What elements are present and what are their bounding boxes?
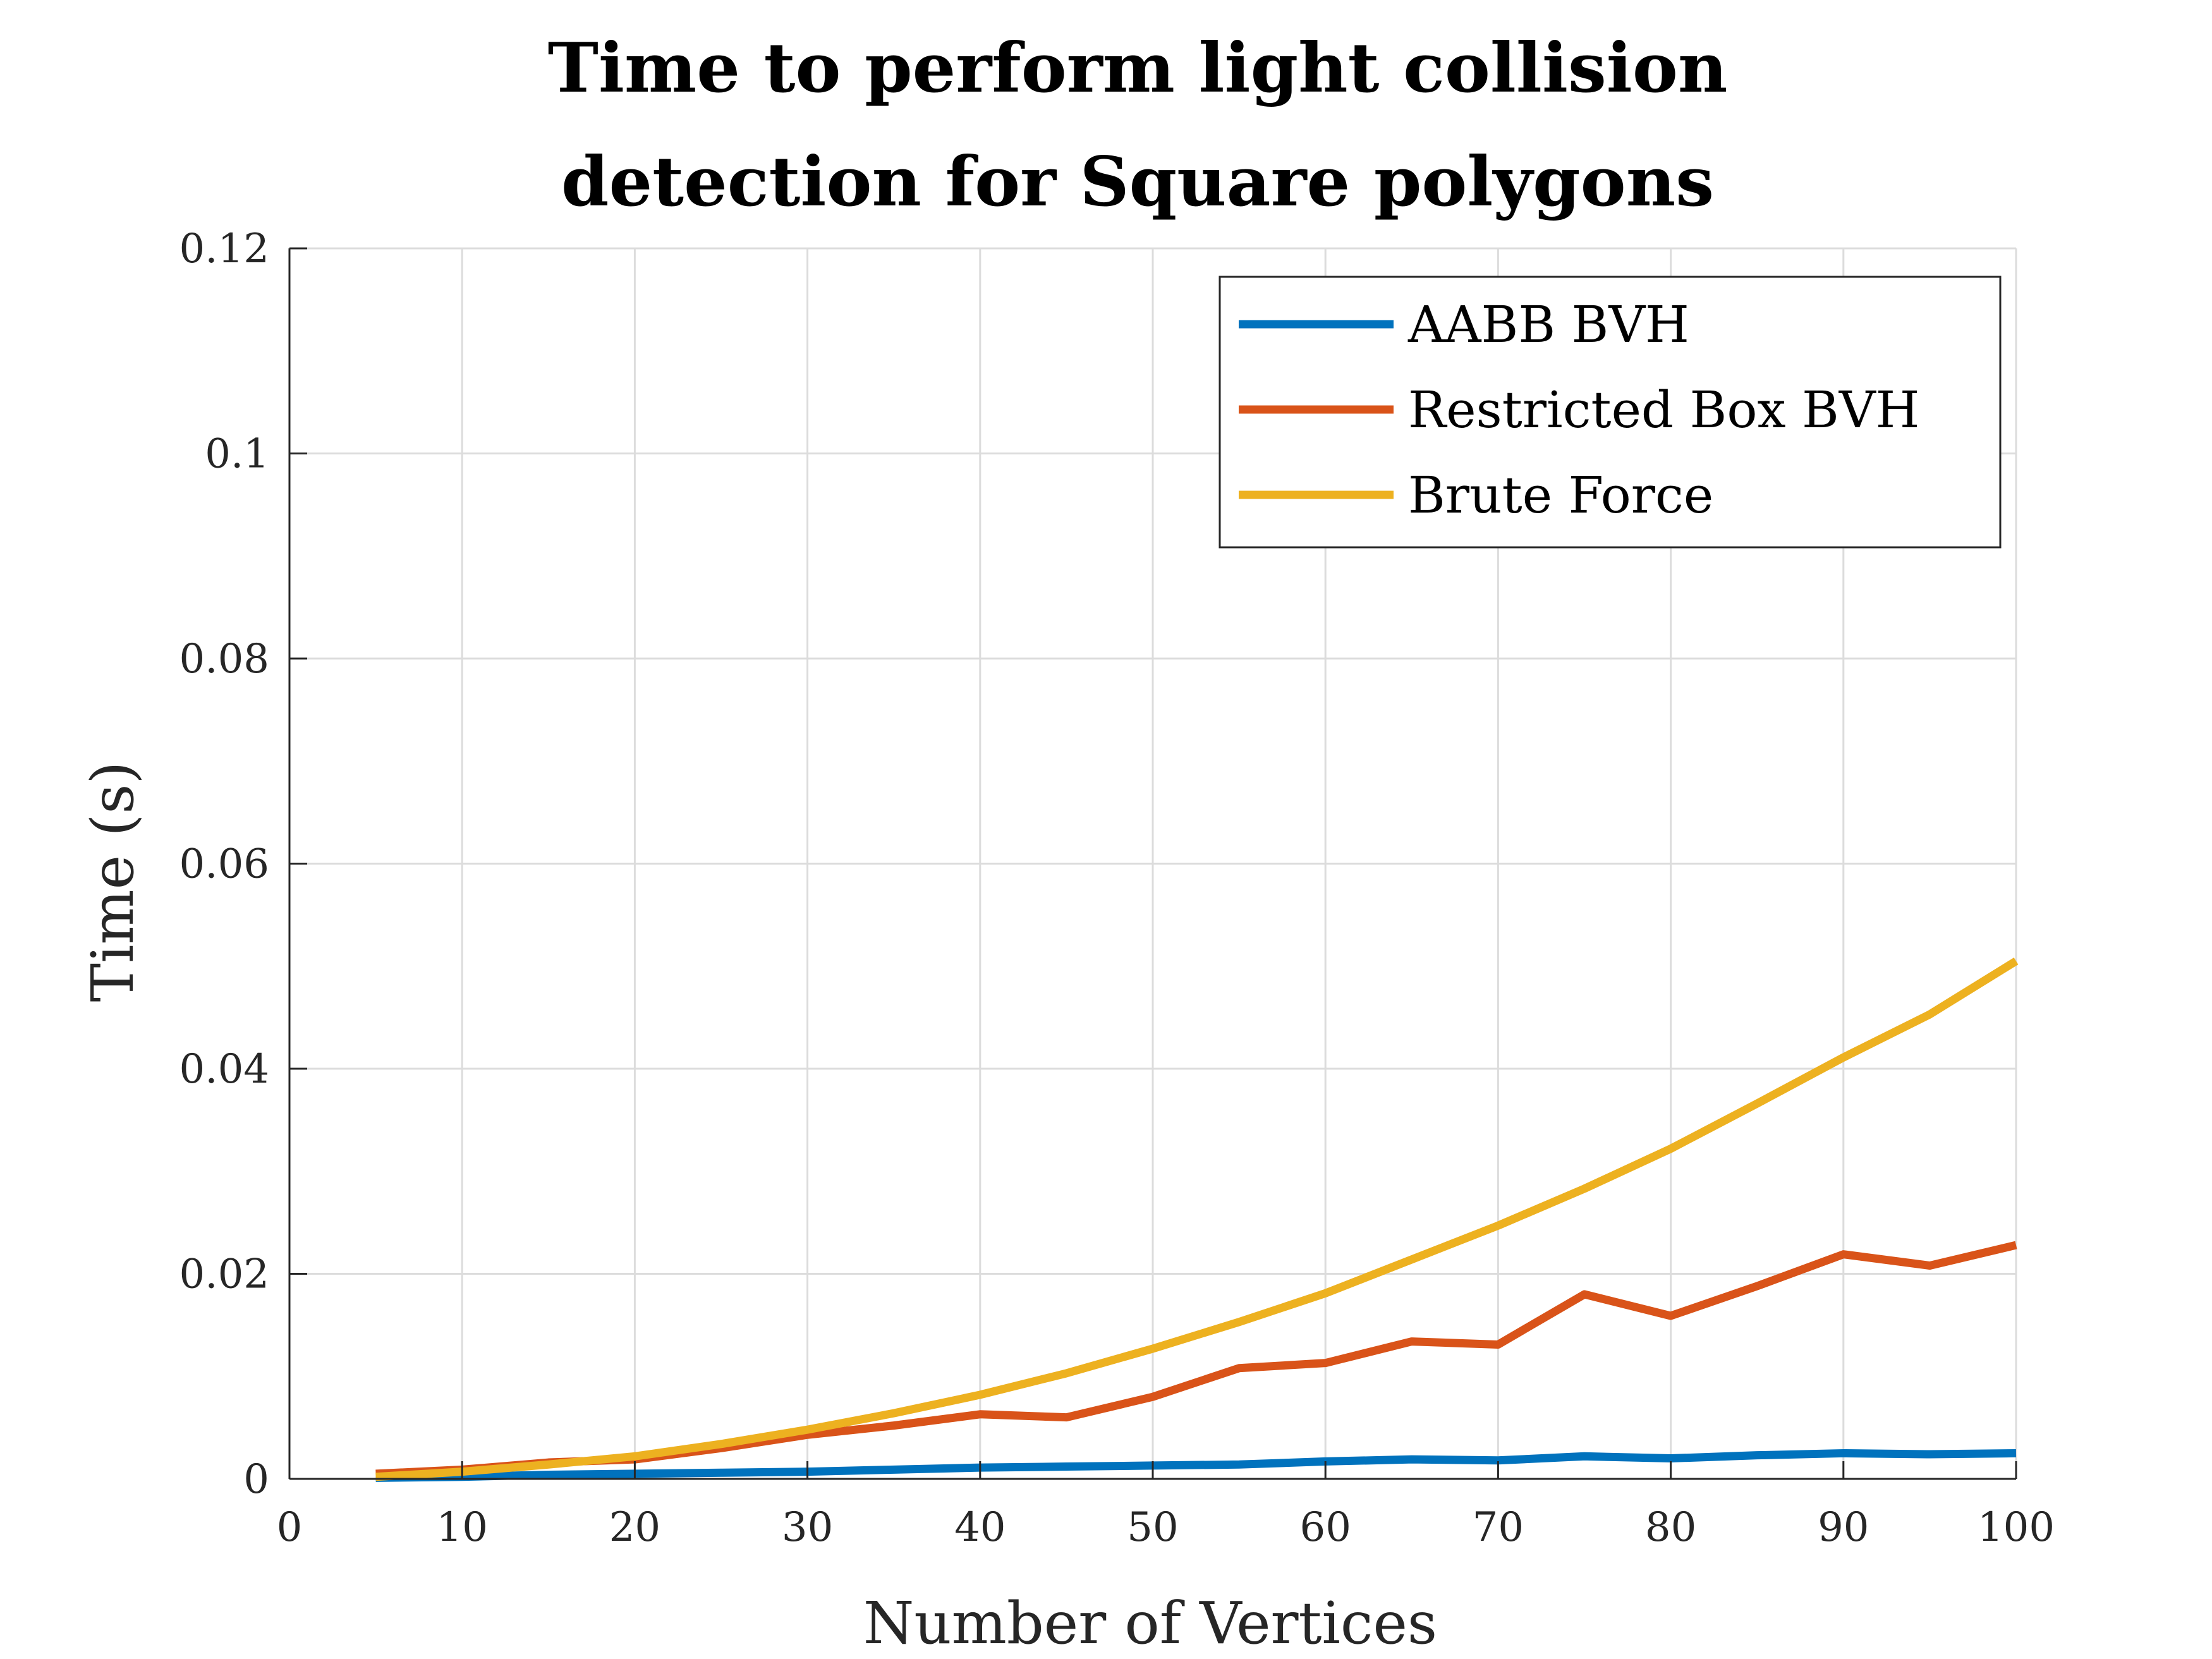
x-tick-label: 80 [1645,1504,1696,1551]
x-axis-label: Number of Vertices [863,1589,1437,1657]
y-tick-label: 0.04 [179,1046,270,1093]
series-line-aabb-bvh [375,1449,2017,1482]
series-line-restricted-box-bvh [375,1241,2017,1478]
x-tick-label: 100 [1978,1504,2055,1551]
axes [288,247,2017,1480]
y-tick-label: 0.02 [179,1251,270,1298]
plot-series [375,957,2019,1482]
legend-label: Restricted Box BVH [1408,380,1919,439]
x-tick-label: 50 [1127,1504,1178,1551]
x-tick-label: 10 [436,1504,487,1551]
y-tick-label: 0.1 [205,431,269,478]
y-tick-label: 0.12 [179,226,270,272]
x-tick-label: 20 [609,1504,660,1551]
legend-label: Brute Force [1408,466,1713,525]
series-line-brute-force [375,957,2019,1481]
x-tick-label: 0 [277,1504,303,1551]
legend-label: AABB BVH [1407,295,1689,354]
legend-entries: AABB BVH Restricted Box BVH Brute Force [1239,295,1919,525]
y-tick-label: 0 [243,1456,269,1503]
chart-title-line-1: Time to perform light collision [548,28,1728,108]
x-tick-label: 60 [1299,1504,1351,1551]
x-tick-label: 70 [1473,1504,1524,1551]
x-tick-label: 40 [954,1504,1006,1551]
x-tick-label: 90 [1818,1504,1869,1551]
y-tick-label: 0.08 [179,636,270,683]
y-tick-label: 0.06 [179,841,270,888]
y-axis-label: Time (s) [79,762,147,1002]
legend: AABB BVH Restricted Box BVH Brute Force [1218,276,2002,549]
tick-labels: 0 10 20 30 40 50 60 70 80 90 100 0 0.02 0.04 0.06 0.08 0… [179,226,2055,1551]
x-tick-label: 30 [782,1504,833,1551]
chart-title-line-2: detection for Square polygons [561,142,1714,222]
